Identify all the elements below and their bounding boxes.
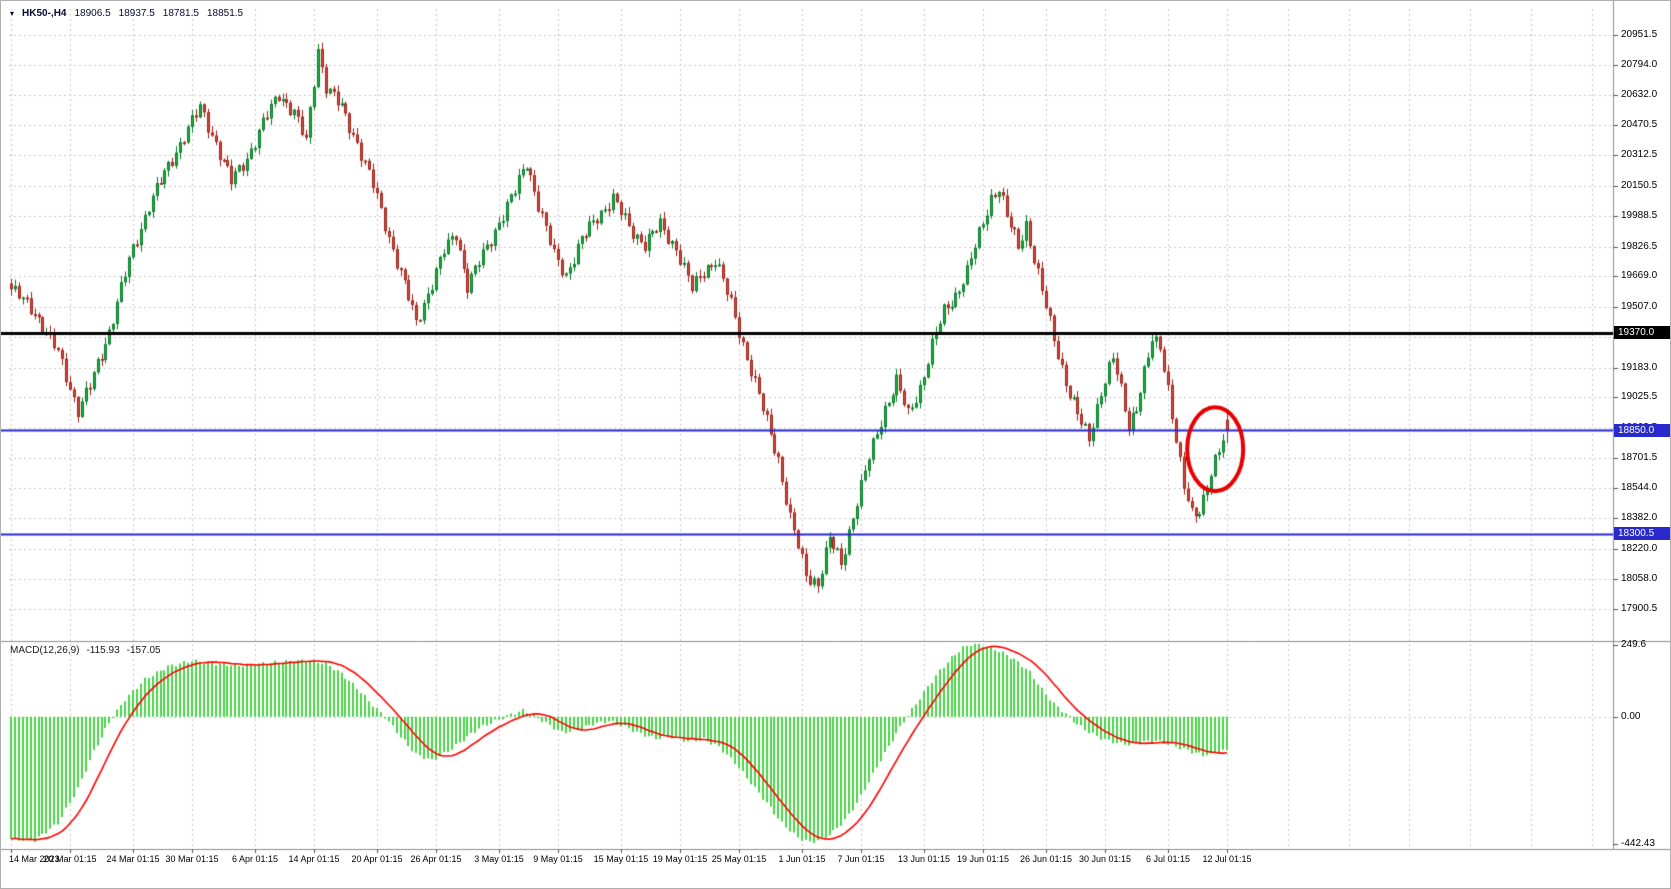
time-axis-label: 6 Apr 01:15 (231, 854, 279, 864)
price-tick-label: 20150.5 (1621, 179, 1658, 191)
price-level-badge: 18300.5 (1614, 527, 1670, 541)
time-axis-label: 25 May 01:15 (711, 854, 767, 864)
time-axis-label: 12 Jul 01:15 (1202, 854, 1252, 864)
time-axis-label: 3 May 01:15 (474, 854, 524, 864)
time-axis-label: 19 May 01:15 (652, 854, 708, 864)
dropdown-triangle-icon: ▾ (10, 8, 15, 18)
price-tick-label: 18382.0 (1621, 512, 1658, 524)
time-axis-label: 14 Apr 01:15 (288, 854, 340, 864)
time-axis-label: 30 Jun 01:15 (1078, 854, 1132, 864)
time-axis-label: 15 May 01:15 (593, 854, 649, 864)
price-tick-label: 20794.0 (1621, 58, 1658, 70)
time-axis-label: 26 Apr 01:15 (410, 854, 462, 864)
price-tick-label: 19183.0 (1621, 361, 1658, 373)
time-axis-label: 30 Mar 01:15 (165, 854, 219, 864)
price-tick-label: 19025.5 (1621, 391, 1658, 403)
price-tick-label: 18544.0 (1621, 481, 1658, 493)
macd-name: MACD(12,26,9) (10, 645, 80, 656)
time-axis-label: 6 Jul 01:15 (1145, 854, 1190, 864)
macd-main-value: -115.93 (86, 645, 120, 656)
macd-signal-value: -157.05 (126, 645, 161, 656)
time-axis[interactable]: 14 Mar 2023 20 Mar 01:15 24 Mar 01:15 30 Ma… (1, 849, 1670, 873)
time-axis-label: 13 Jun 01:15 (897, 854, 950, 864)
price-tick-label: 20312.5 (1621, 149, 1658, 161)
time-axis-label: 14 Mar 2023 (9, 854, 60, 864)
ohlc-high-value: 18937.5 (118, 8, 155, 19)
time-axis-label: 20 Apr 01:15 (351, 854, 403, 864)
price-tick-label: 17900.5 (1621, 603, 1658, 614)
price-level-badge: 19370.0 (1614, 326, 1670, 340)
price-tick-label: 20632.0 (1621, 89, 1658, 101)
macd-axis-max-label: 249.6 (1621, 639, 1647, 650)
price-axis[interactable]: 249.6 0.00 -442.43 20951.5 20794.0 20632.0… (1, 1, 1670, 849)
price-level-badge: 18850.0 (1614, 423, 1670, 437)
time-axis-label: 1 Jun 01:15 (778, 854, 826, 864)
symbol-header: ▾ HK50-,H4 18906.5 18937.5 18781.5 18851… (10, 8, 243, 19)
price-tick-label: 19988.5 (1621, 210, 1658, 222)
price-tick-label: 18701.5 (1621, 452, 1658, 464)
price-tick-label: 18058.0 (1621, 573, 1658, 585)
time-axis-label: 20 Mar 01:15 (43, 854, 97, 864)
price-tick-label: 20951.5 (1621, 29, 1658, 40)
symbol-timeframe-label: HK50-,H4 (22, 8, 67, 19)
macd-indicator-label: MACD(12,26,9) -115.93 -157.05 (10, 645, 161, 656)
price-tick-label: 18220.0 (1621, 542, 1658, 554)
ohlc-close-value: 18851.5 (206, 8, 244, 19)
macd-axis-zero-label: 0.00 (1621, 710, 1641, 722)
time-axis-label: 26 Jun 01:15 (1019, 854, 1072, 864)
price-tick-label: 19826.5 (1621, 240, 1658, 252)
time-axis-label: 7 Jun 01:15 (837, 854, 885, 864)
time-axis-label: 24 Mar 01:15 (106, 854, 160, 864)
time-axis-label: 19 Jun 01:15 (956, 854, 1010, 864)
macd-axis-min-label: -442.43 (1621, 838, 1655, 849)
time-axis-label: 9 May 01:15 (533, 854, 583, 864)
ohlc-open-value: 18906.5 (74, 8, 111, 19)
price-tick-label: 20470.5 (1621, 119, 1658, 131)
price-tick-label: 19669.0 (1621, 270, 1658, 282)
ohlc-low-value: 18781.5 (162, 8, 199, 19)
price-tick-label: 19507.0 (1621, 300, 1658, 312)
